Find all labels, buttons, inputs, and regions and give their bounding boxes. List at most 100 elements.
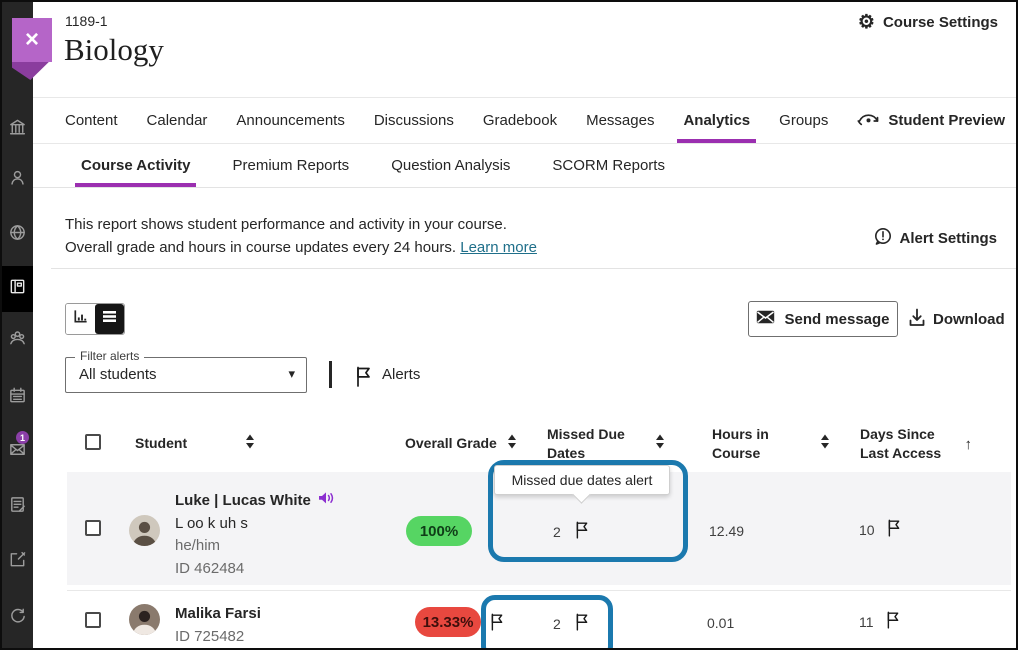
days-alert-flag-icon[interactable]: [885, 610, 901, 634]
row-checkbox[interactable]: [85, 520, 101, 536]
sidebar-item-organizations[interactable]: [2, 325, 33, 355]
alerts-flag-icon: [354, 365, 373, 392]
envelope-icon: [756, 310, 775, 328]
course-nav: Content Calendar Announcements Discussio…: [33, 97, 1016, 144]
sort-icon-student[interactable]: [245, 434, 255, 454]
pronunciation-audio-icon[interactable]: [318, 490, 335, 513]
sidebar-item-courses[interactable]: [2, 274, 33, 304]
student-name: Luke | Lucas White: [175, 492, 311, 509]
organizations-icon: [8, 328, 27, 352]
filter-alerts-dropdown[interactable]: Filter alerts All students ▾: [65, 349, 307, 393]
edit-icon: [8, 550, 27, 574]
sort-ascending-icon[interactable]: ↑: [964, 435, 973, 453]
row-alert-flag: [489, 612, 505, 636]
row-divider: [67, 590, 1011, 591]
student-pronunciation: L oo k uh s: [175, 514, 248, 532]
alert-settings-button[interactable]: Alert Settings: [874, 227, 997, 249]
sidebar-active-highlight: [2, 266, 33, 312]
student-name: Malika Farsi: [175, 605, 261, 622]
report-description: This report shows student performance an…: [65, 213, 537, 259]
list-view-button[interactable]: [95, 304, 124, 334]
sidebar-item-profile[interactable]: [2, 165, 33, 195]
table-row-malika: Malika Farsi ID 725482 13.33% 0.01 11: [67, 592, 1011, 648]
globe-icon: [8, 223, 27, 247]
table-row-luke: Luke | Lucas White L oo k uh s he/him ID…: [67, 472, 1011, 585]
row-checkbox[interactable]: [85, 612, 101, 628]
download-label: Download: [933, 311, 1005, 328]
subtab-scorm-reports[interactable]: SCORM Reports: [552, 156, 665, 174]
chart-view-button[interactable]: [66, 304, 95, 334]
column-header-missed-due-dates[interactable]: Missed Due Dates: [547, 425, 665, 463]
tab-discussions[interactable]: Discussions: [373, 112, 454, 129]
mail-icon: [8, 440, 27, 464]
sort-icon-missed-due-dates[interactable]: [655, 434, 665, 454]
close-course-button[interactable]: ×: [12, 18, 52, 80]
sidebar-item-calendar[interactable]: [2, 383, 33, 413]
course-settings-label: Course Settings: [882, 14, 998, 31]
section-divider: [51, 268, 1016, 269]
tab-content[interactable]: Content: [65, 112, 118, 129]
alert-icon: [874, 227, 892, 249]
send-message-button[interactable]: Send message: [748, 301, 898, 337]
list-view-icon: [102, 310, 117, 328]
select-all-checkbox[interactable]: [85, 434, 101, 450]
sort-icon-overall-grade[interactable]: [507, 434, 517, 454]
sidebar-item-sign-out[interactable]: [2, 604, 33, 634]
column-header-student[interactable]: Student: [135, 434, 255, 454]
student-preview-button[interactable]: Student Preview: [857, 98, 1016, 143]
overall-grade-badge: 100%: [406, 516, 472, 546]
sidebar-item-tools[interactable]: [2, 547, 33, 577]
student-preview-icon: [857, 111, 880, 131]
filter-alerts-label: Filter alerts: [75, 349, 145, 363]
hours-in-course-value: 0.01: [707, 615, 735, 631]
course-settings-button[interactable]: ⚙ Course Settings: [858, 13, 998, 32]
student-id: ID 725482: [175, 627, 245, 645]
tab-announcements[interactable]: Announcements: [236, 112, 345, 129]
sidebar-item-grades[interactable]: [2, 492, 33, 522]
sign-out-icon: [8, 607, 27, 631]
student-id: ID 462484: [175, 559, 245, 577]
tab-calendar[interactable]: Calendar: [146, 112, 208, 129]
sidebar-item-messages[interactable]: 1: [2, 431, 33, 467]
unread-badge: 1: [16, 431, 29, 444]
page-title: Biology: [64, 32, 164, 67]
learn-more-link[interactable]: Learn more: [460, 239, 537, 256]
download-button[interactable]: Download: [908, 308, 1005, 331]
tab-analytics[interactable]: Analytics: [677, 98, 756, 143]
sort-icon-hours-in-course[interactable]: [820, 434, 830, 454]
column-header-hours-in-course[interactable]: Hours in Course: [712, 425, 830, 463]
missed-alert-flag-icon[interactable]: [574, 612, 590, 636]
courses-icon: [8, 277, 27, 301]
view-toggle: [65, 303, 125, 335]
sidebar-item-languages[interactable]: [2, 220, 33, 250]
tab-groups[interactable]: Groups: [779, 112, 829, 129]
tab-gradebook[interactable]: Gradebook: [482, 112, 558, 129]
profile-icon: [8, 168, 27, 192]
download-icon: [908, 308, 926, 331]
vertical-divider: [329, 361, 332, 388]
report-line2: Overall grade and hours in course update…: [65, 239, 457, 256]
chart-view-icon: [72, 308, 89, 330]
student-pronouns: he/him: [175, 537, 221, 554]
column-header-days-since-last-access[interactable]: Days Since Last Access ↑: [860, 426, 973, 461]
subtab-question-analysis[interactable]: Question Analysis: [391, 156, 511, 174]
subtab-premium-reports[interactable]: Premium Reports: [232, 156, 350, 174]
missed-alert-flag-icon[interactable]: [574, 520, 590, 544]
sidebar-item-institution[interactable]: [2, 115, 33, 145]
avatar: [129, 604, 160, 635]
days-alert-flag-icon[interactable]: [886, 518, 902, 542]
tab-messages[interactable]: Messages: [586, 112, 655, 129]
filter-alerts-value: All students: [79, 366, 157, 383]
avatar: [129, 515, 160, 546]
course-id: 1189-1: [65, 13, 108, 29]
overall-grade-badge: 13.33%: [415, 607, 481, 637]
send-message-label: Send message: [784, 310, 890, 328]
missed-due-dates-cell: 2: [553, 612, 590, 636]
gear-icon: ⚙: [857, 12, 875, 33]
column-header-overall-grade[interactable]: Overall Grade: [405, 434, 517, 454]
student-alert-flag-icon[interactable]: [489, 612, 505, 636]
subtab-course-activity[interactable]: Course Activity: [74, 143, 197, 187]
chevron-down-icon: ▾: [288, 366, 295, 381]
missed-due-dates-cell: 2: [553, 520, 590, 544]
